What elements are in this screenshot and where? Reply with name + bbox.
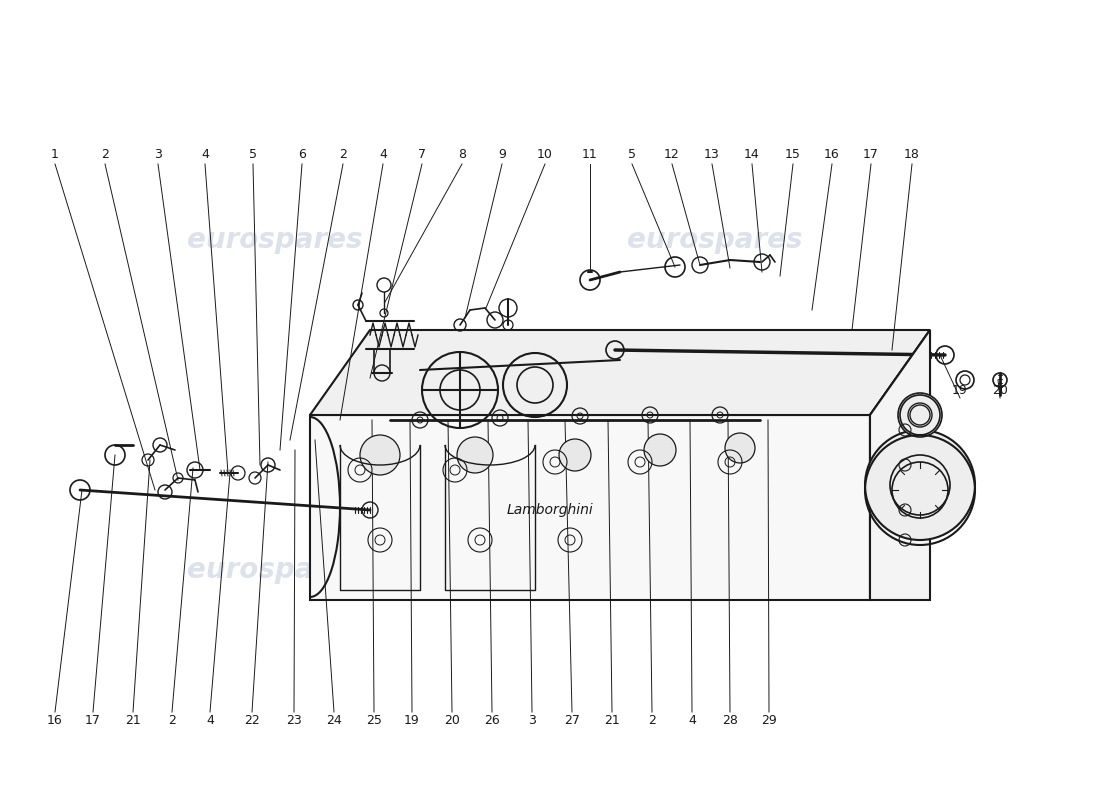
- Circle shape: [725, 433, 755, 463]
- Text: 21: 21: [604, 714, 620, 726]
- Text: 3: 3: [154, 149, 162, 162]
- Text: 14: 14: [744, 149, 760, 162]
- Text: 5: 5: [628, 149, 636, 162]
- Circle shape: [898, 393, 942, 437]
- Text: 21: 21: [125, 714, 141, 726]
- Text: 22: 22: [244, 714, 260, 726]
- Text: 4: 4: [201, 149, 209, 162]
- Polygon shape: [310, 415, 870, 600]
- Text: 26: 26: [484, 714, 499, 726]
- Text: 17: 17: [864, 149, 879, 162]
- Text: 20: 20: [992, 383, 1008, 397]
- Text: 20: 20: [444, 714, 460, 726]
- Text: 7: 7: [418, 149, 426, 162]
- Text: 23: 23: [286, 714, 301, 726]
- Text: 25: 25: [366, 714, 382, 726]
- Polygon shape: [310, 330, 930, 415]
- Text: 12: 12: [664, 149, 680, 162]
- Polygon shape: [870, 330, 930, 600]
- Text: eurospares: eurospares: [187, 226, 363, 254]
- Text: 5: 5: [249, 149, 257, 162]
- Text: 16: 16: [47, 714, 63, 726]
- Text: 18: 18: [904, 149, 920, 162]
- Circle shape: [865, 430, 975, 540]
- Text: 11: 11: [582, 149, 598, 162]
- Polygon shape: [870, 330, 930, 600]
- Circle shape: [644, 434, 676, 466]
- Text: 8: 8: [458, 149, 466, 162]
- Text: 10: 10: [537, 149, 553, 162]
- Text: 15: 15: [785, 149, 801, 162]
- Text: 2: 2: [168, 714, 176, 726]
- Text: 16: 16: [824, 149, 840, 162]
- Circle shape: [360, 435, 400, 475]
- Text: 13: 13: [704, 149, 719, 162]
- Text: 2: 2: [339, 149, 346, 162]
- Text: 4: 4: [379, 149, 387, 162]
- Text: 28: 28: [722, 714, 738, 726]
- Circle shape: [559, 439, 591, 471]
- Text: 6: 6: [298, 149, 306, 162]
- Text: eurospares: eurospares: [187, 556, 363, 584]
- Text: 29: 29: [761, 714, 777, 726]
- Text: 3: 3: [528, 714, 536, 726]
- Text: 17: 17: [85, 714, 101, 726]
- Text: 24: 24: [326, 714, 342, 726]
- Text: 2: 2: [101, 149, 109, 162]
- Text: 1: 1: [51, 149, 59, 162]
- Text: eurospares: eurospares: [627, 556, 803, 584]
- Text: 4: 4: [206, 714, 213, 726]
- Text: eurospares: eurospares: [627, 226, 803, 254]
- Text: 4: 4: [689, 714, 696, 726]
- Text: 19: 19: [953, 383, 968, 397]
- Text: 19: 19: [404, 714, 420, 726]
- Circle shape: [456, 437, 493, 473]
- Text: Lamborghini: Lamborghini: [507, 503, 593, 517]
- Text: 27: 27: [564, 714, 580, 726]
- Text: 9: 9: [498, 149, 506, 162]
- Text: 2: 2: [648, 714, 656, 726]
